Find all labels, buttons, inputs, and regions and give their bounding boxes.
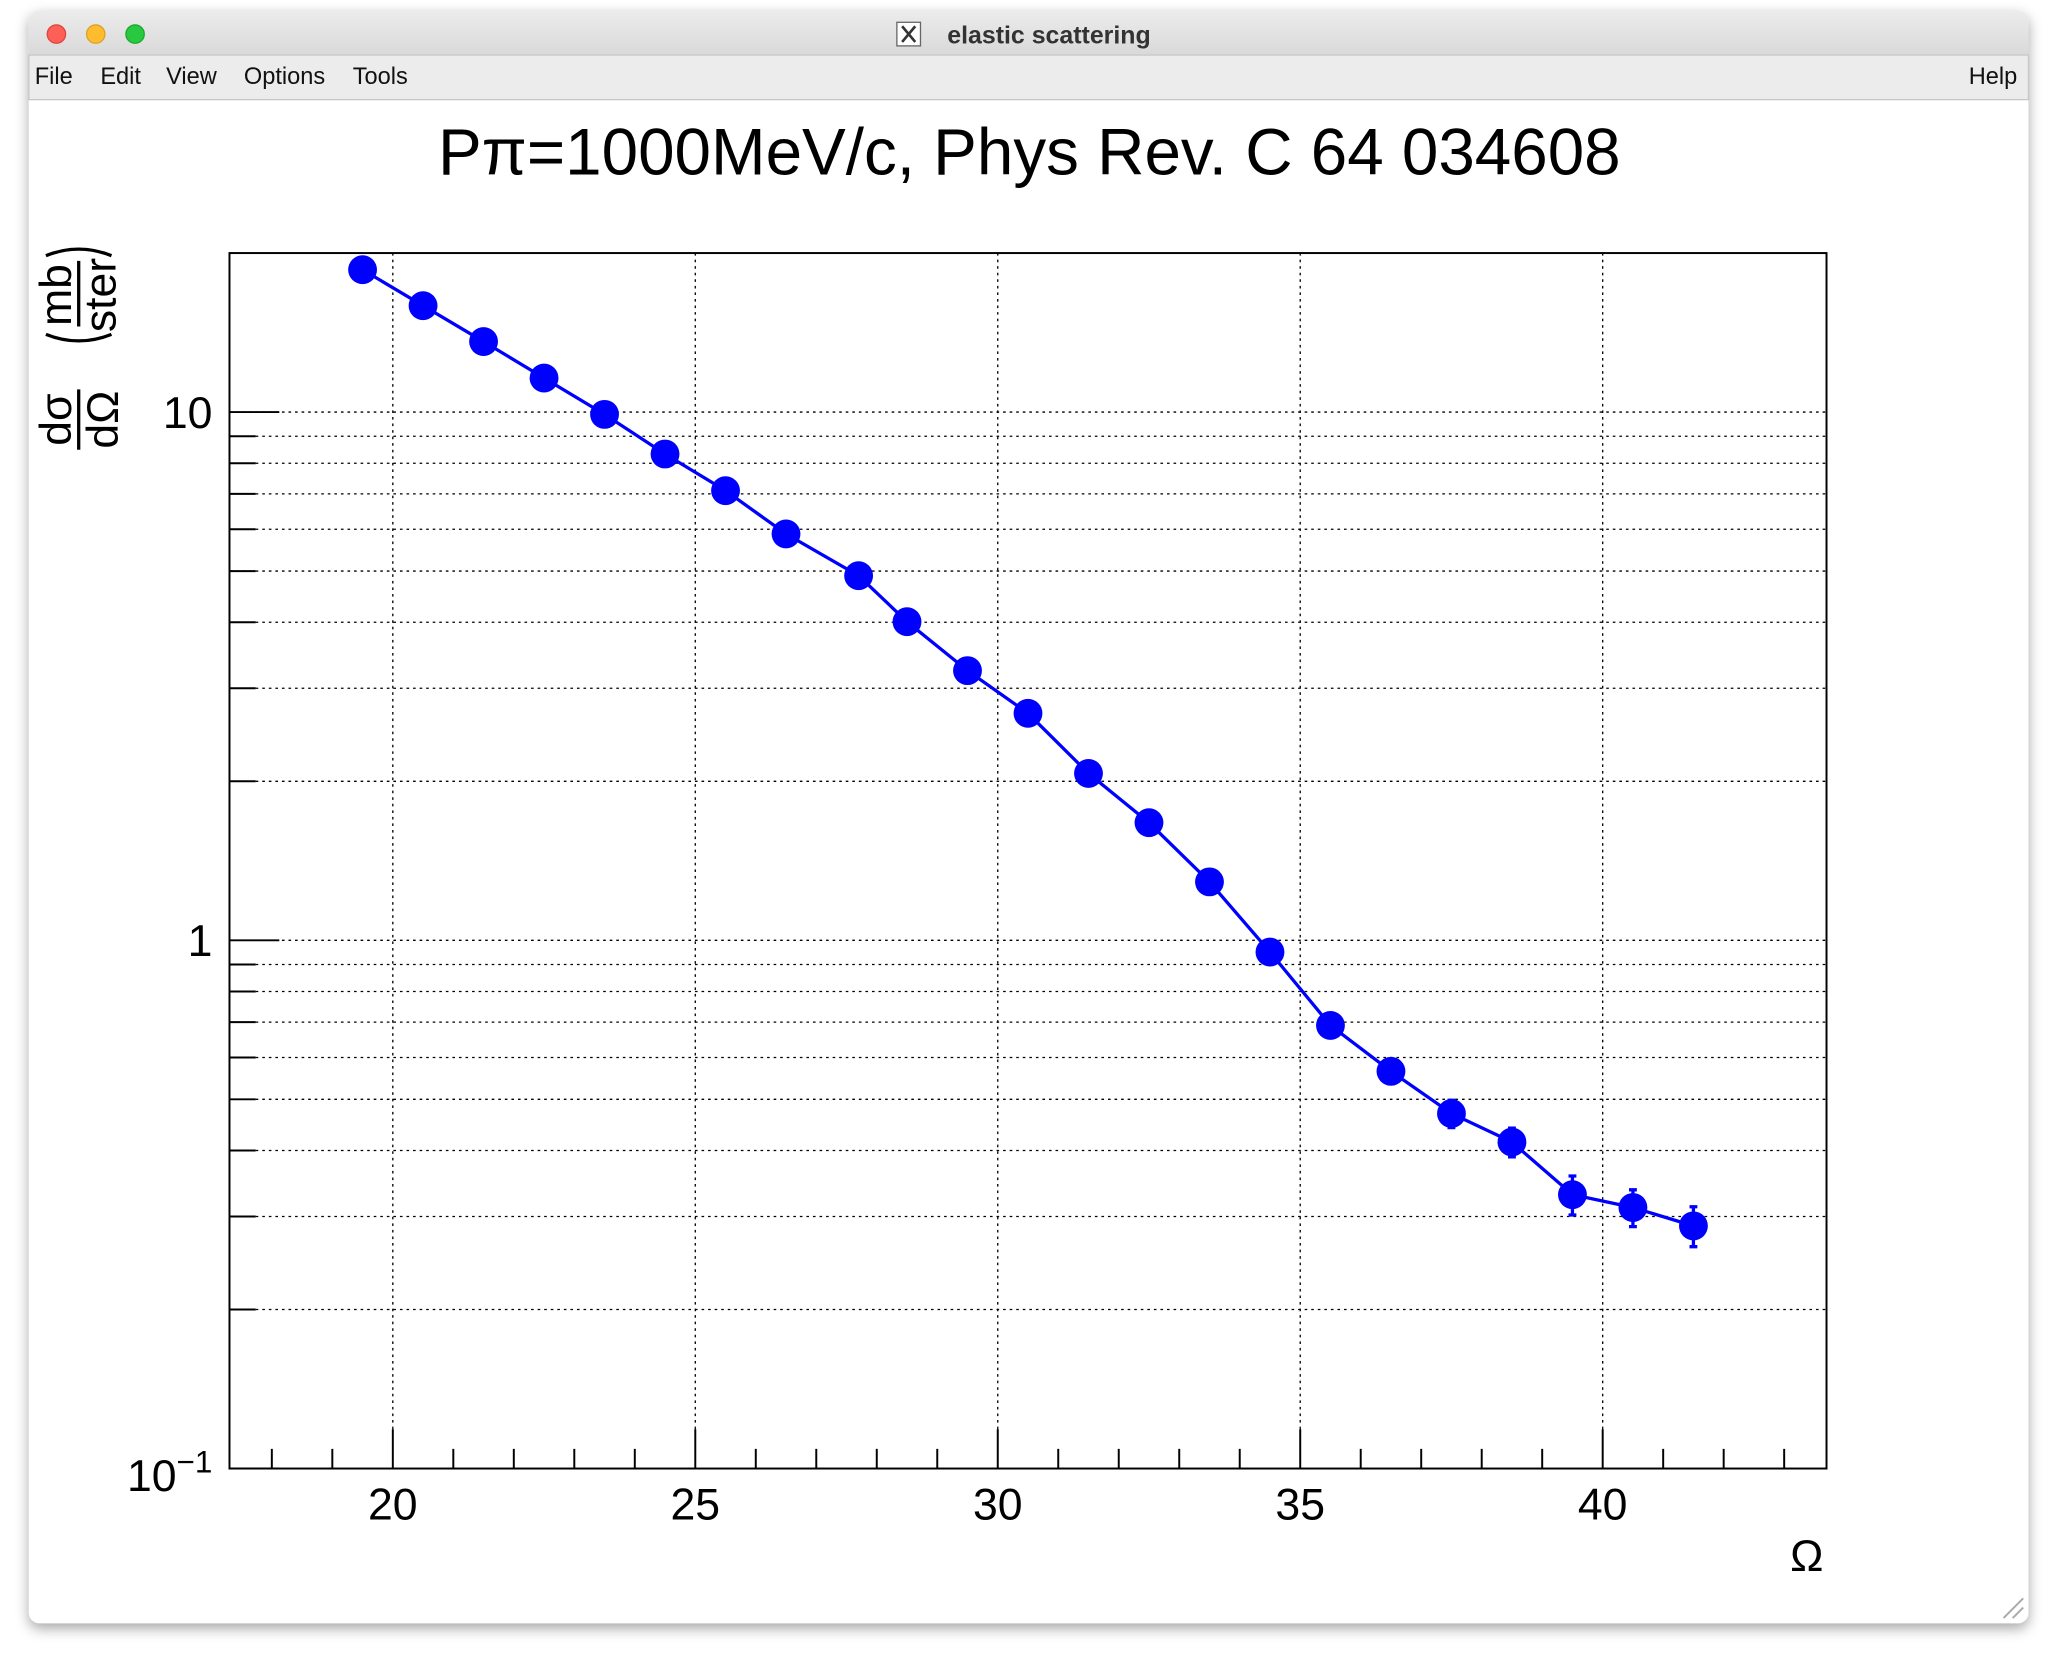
- data-point: [1255, 937, 1285, 967]
- x-tick-label: 25: [670, 1481, 720, 1530]
- y-axis-label: dσ dΩ mb ster: [32, 247, 128, 450]
- data-point: [1679, 1211, 1708, 1241]
- x-tick-label: 40: [1578, 1481, 1628, 1530]
- data-point: [1497, 1127, 1527, 1157]
- menu-item[interactable]: View: [166, 64, 218, 90]
- menu-item[interactable]: File: [35, 64, 73, 90]
- data-point: [1074, 758, 1103, 788]
- x-tick-label: 20: [368, 1481, 418, 1530]
- data-point: [711, 476, 740, 506]
- data-point: [590, 399, 619, 429]
- x-tick-label: 35: [1275, 1481, 1325, 1530]
- y-tick-label-base: 10: [127, 1452, 177, 1501]
- title-bar: [28, 10, 2029, 56]
- data-point: [844, 561, 874, 591]
- data-point: [348, 255, 377, 285]
- data-point: [1376, 1056, 1406, 1086]
- y-label-unit-denominator: ster: [76, 258, 125, 332]
- y-tick-label-exponent: −1: [177, 1444, 213, 1479]
- chart-title: Pπ=1000MeV/c, Phys Rev. C 64 034608: [438, 115, 1621, 188]
- y-label-unit-numerator: mb: [32, 264, 81, 326]
- paren: [45, 247, 113, 258]
- x-axis-label: Ω: [1790, 1532, 1823, 1581]
- menu-item[interactable]: Options: [244, 64, 325, 90]
- minimize-button[interactable]: [85, 24, 106, 44]
- menu-item[interactable]: Help: [1969, 64, 2018, 90]
- paren: [45, 332, 113, 343]
- data-point: [1134, 808, 1164, 838]
- y-tick-label: 1: [188, 917, 213, 966]
- close-button[interactable]: [46, 24, 67, 44]
- menu-item[interactable]: Edit: [100, 64, 141, 90]
- data-point: [1195, 867, 1224, 897]
- menu-item[interactable]: Tools: [353, 64, 408, 90]
- data-point: [953, 656, 982, 686]
- data-point: [1437, 1099, 1466, 1128]
- y-tick-label: 10−1: [127, 1444, 212, 1500]
- data-point: [650, 439, 680, 469]
- plot-frame: [228, 252, 1828, 1470]
- menu-bar: [28, 54, 2030, 101]
- data-point: [408, 291, 438, 321]
- data-point: [771, 519, 801, 549]
- x-tick-label: 30: [973, 1481, 1023, 1530]
- zoom-button[interactable]: [125, 24, 145, 44]
- y-label-numerator: dσ: [32, 393, 81, 445]
- x-icon-glyph: [901, 25, 917, 43]
- data-point: [1316, 1011, 1345, 1040]
- data-point: [469, 327, 498, 356]
- y-label-denominator: dΩ: [79, 391, 128, 449]
- resize-grip[interactable]: [2002, 1597, 2024, 1619]
- data-point: [1618, 1193, 1648, 1222]
- data-point: [1013, 698, 1043, 728]
- data-point: [529, 363, 559, 393]
- data-point: [1558, 1180, 1587, 1210]
- y-tick-label: 10: [163, 389, 213, 438]
- data-point: [892, 607, 922, 637]
- window-frame: [28, 10, 2029, 1624]
- window-title: elastic scattering: [947, 21, 1151, 49]
